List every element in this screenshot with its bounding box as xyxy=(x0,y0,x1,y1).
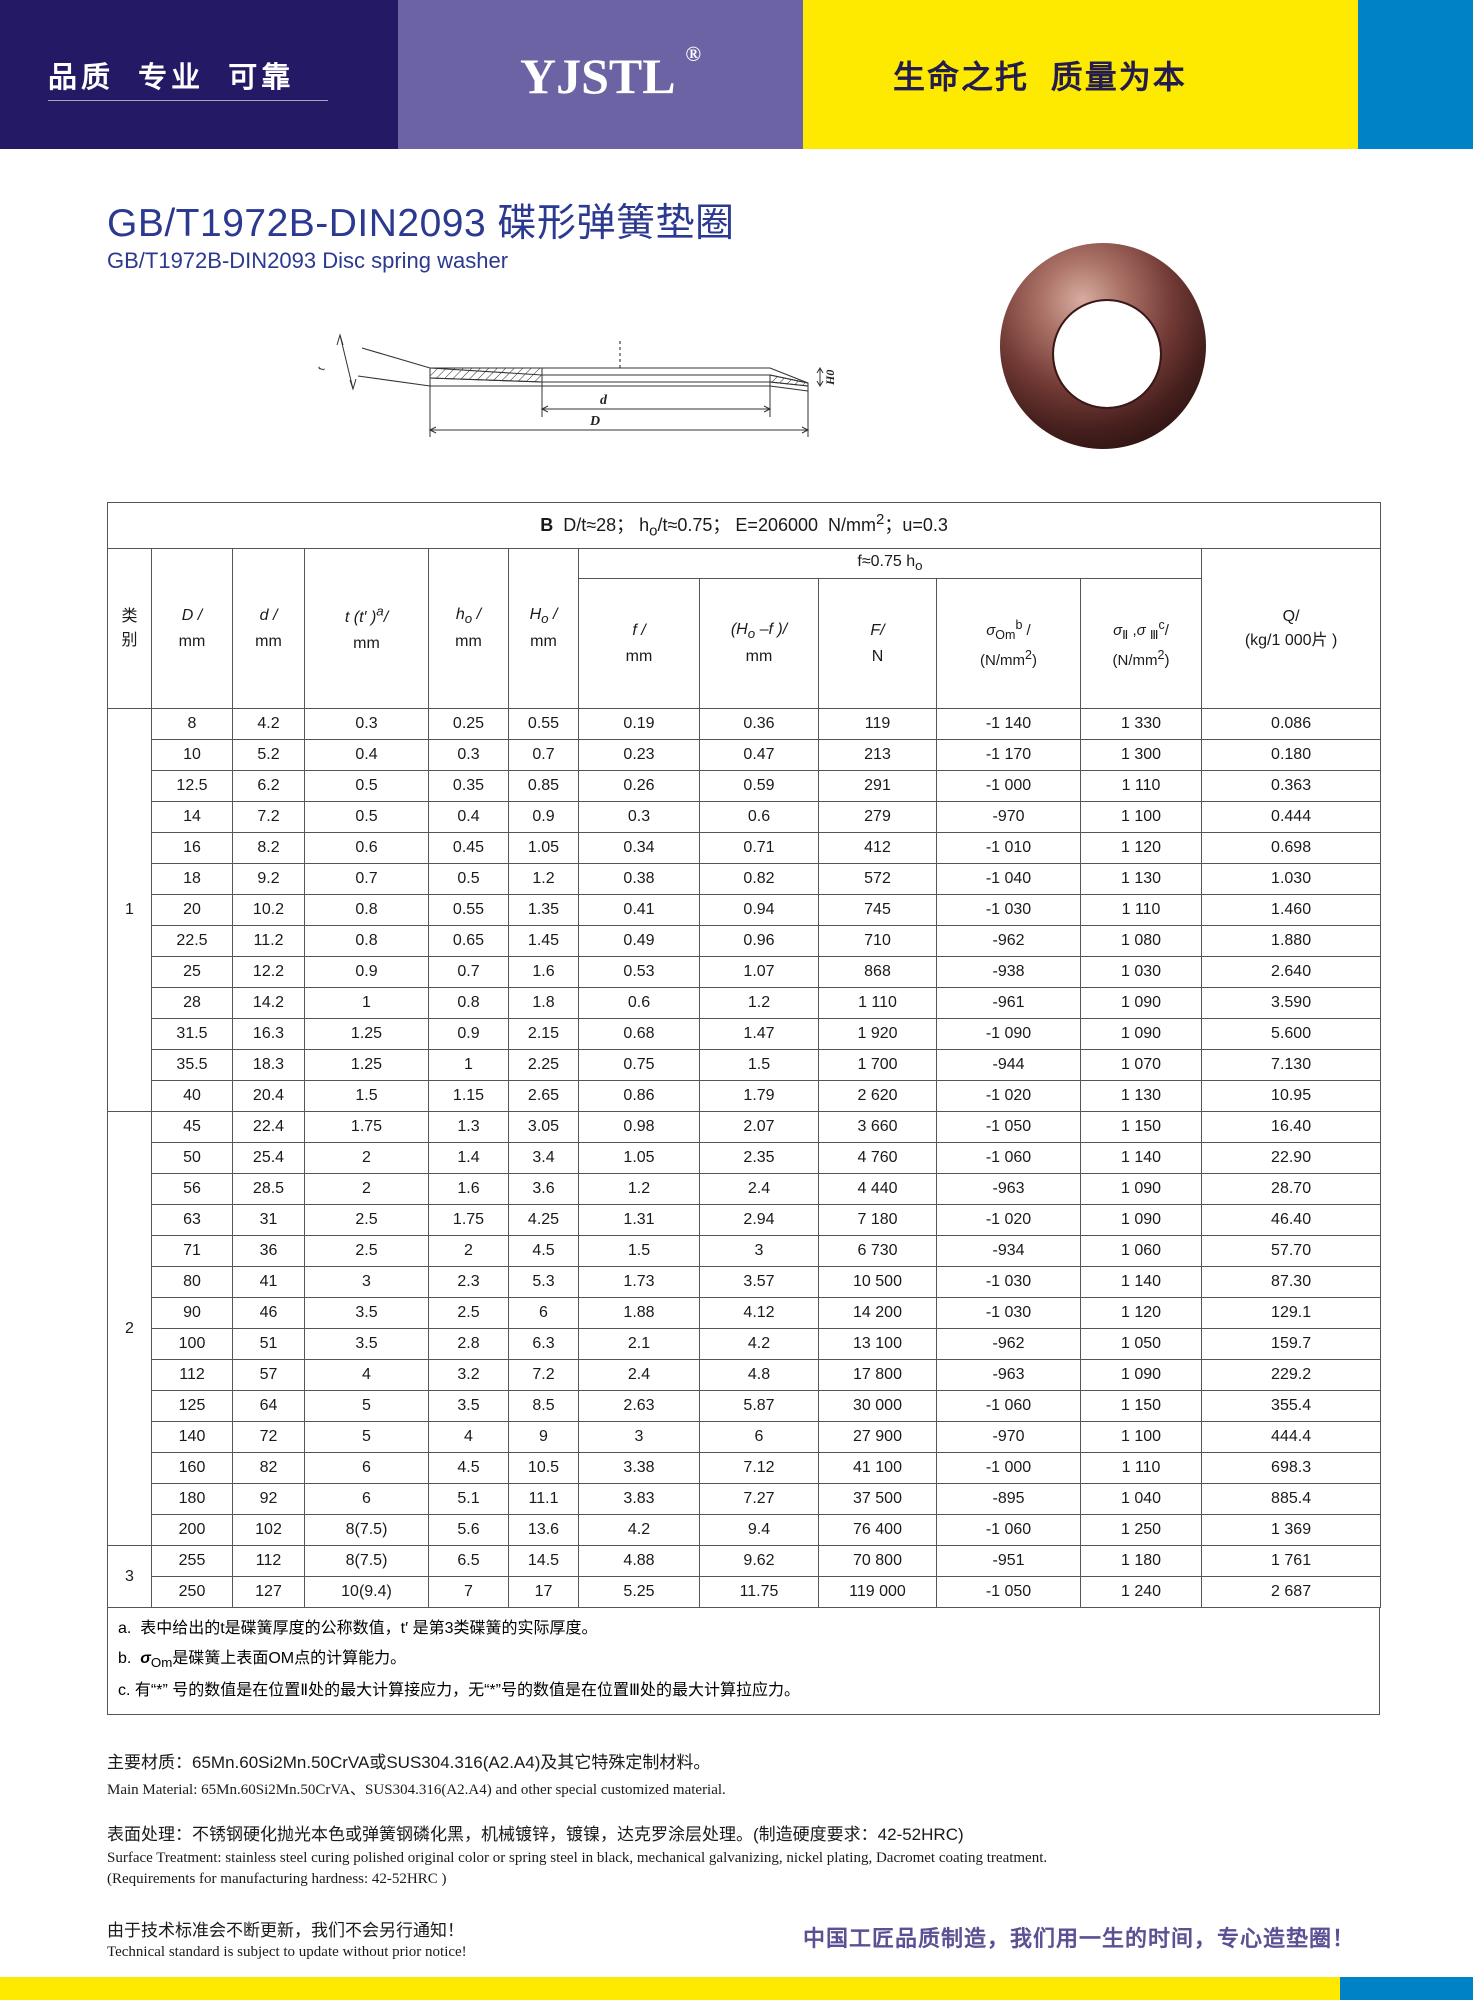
svg-text:H0: H0 xyxy=(823,370,837,386)
svg-text:D: D xyxy=(589,414,600,429)
svg-text:d: d xyxy=(600,393,608,408)
svg-text:t: t xyxy=(313,365,328,372)
